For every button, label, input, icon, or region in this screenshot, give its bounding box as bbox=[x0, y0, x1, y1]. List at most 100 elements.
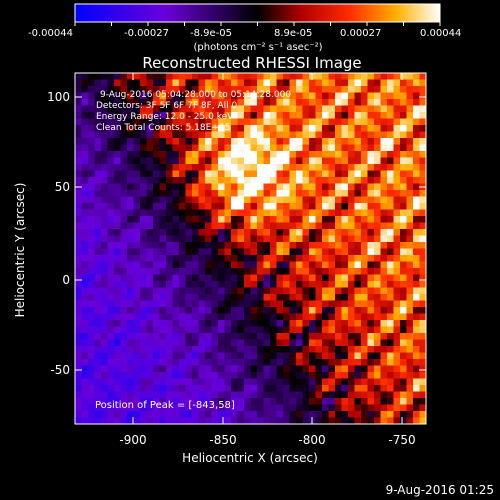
image-pixel bbox=[302, 391, 310, 399]
image-pixel bbox=[374, 248, 381, 256]
image-pixel bbox=[322, 131, 329, 139]
image-pixel bbox=[270, 164, 277, 171]
image-pixel bbox=[127, 378, 134, 386]
image-pixel bbox=[374, 333, 381, 340]
image-pixel bbox=[231, 307, 238, 314]
image-pixel bbox=[374, 255, 381, 262]
image-pixel bbox=[393, 281, 401, 288]
image-pixel bbox=[393, 300, 401, 308]
image-pixel bbox=[224, 151, 232, 158]
image-pixel bbox=[296, 294, 303, 301]
image-pixel bbox=[192, 404, 199, 412]
image-pixel bbox=[322, 287, 329, 295]
image-pixel bbox=[302, 313, 310, 321]
image-pixel bbox=[367, 333, 375, 340]
image-pixel bbox=[270, 333, 277, 340]
image-pixel bbox=[419, 300, 427, 308]
image-pixel bbox=[315, 203, 323, 210]
image-pixel bbox=[179, 131, 186, 139]
image-pixel bbox=[393, 274, 401, 282]
image-pixel bbox=[335, 222, 342, 230]
image-pixel bbox=[94, 138, 102, 145]
image-pixel bbox=[400, 125, 407, 132]
image-pixel bbox=[107, 118, 115, 126]
image-pixel bbox=[283, 404, 290, 412]
image-pixel bbox=[341, 294, 349, 301]
image-pixel bbox=[205, 196, 212, 204]
image-pixel bbox=[205, 385, 212, 392]
image-pixel bbox=[270, 287, 277, 295]
image-pixel bbox=[114, 307, 121, 314]
image-pixel bbox=[224, 326, 232, 334]
image-pixel bbox=[283, 359, 290, 366]
image-pixel bbox=[81, 248, 89, 256]
image-pixel bbox=[172, 352, 180, 360]
image-pixel bbox=[315, 372, 323, 379]
image-pixel bbox=[88, 216, 95, 223]
image-pixel bbox=[250, 359, 258, 366]
image-pixel bbox=[289, 287, 297, 295]
image-pixel bbox=[348, 92, 355, 100]
image-pixel bbox=[270, 183, 277, 191]
image-pixel bbox=[296, 320, 303, 327]
image-pixel bbox=[374, 417, 381, 425]
image-pixel bbox=[393, 222, 401, 230]
image-pixel bbox=[88, 346, 95, 353]
image-pixel bbox=[146, 242, 154, 249]
image-pixel bbox=[75, 242, 82, 249]
image-pixel bbox=[367, 268, 375, 275]
image-pixel bbox=[276, 411, 284, 418]
image-pixel bbox=[218, 378, 225, 386]
image-pixel bbox=[283, 105, 290, 113]
image-pixel bbox=[328, 255, 336, 262]
image-pixel bbox=[94, 307, 102, 314]
image-pixel bbox=[387, 261, 394, 269]
image-pixel bbox=[81, 170, 89, 178]
image-pixel bbox=[172, 229, 180, 236]
image-pixel bbox=[114, 125, 121, 132]
image-pixel bbox=[127, 372, 134, 379]
image-pixel bbox=[335, 92, 342, 100]
image-pixel bbox=[341, 411, 349, 418]
image-pixel bbox=[387, 242, 394, 249]
image-pixel bbox=[153, 333, 160, 340]
image-pixel bbox=[179, 391, 186, 399]
image-pixel bbox=[211, 391, 219, 399]
image-pixel bbox=[75, 385, 82, 392]
image-pixel bbox=[413, 86, 420, 93]
image-pixel bbox=[81, 346, 89, 353]
image-pixel bbox=[400, 352, 407, 360]
image-pixel bbox=[140, 326, 147, 334]
plot-frame bbox=[74, 72, 427, 425]
image-pixel bbox=[159, 157, 167, 165]
image-pixel bbox=[120, 339, 128, 347]
image-pixel bbox=[192, 73, 199, 80]
image-pixel bbox=[81, 372, 89, 379]
image-pixel bbox=[367, 222, 375, 230]
image-pixel bbox=[335, 196, 342, 204]
image-pixel bbox=[127, 398, 134, 405]
image-pixel bbox=[276, 190, 284, 197]
image-pixel bbox=[289, 177, 297, 184]
image-pixel bbox=[218, 411, 225, 418]
image-pixel bbox=[237, 352, 245, 360]
image-pixel bbox=[283, 118, 290, 126]
image-pixel bbox=[250, 105, 258, 113]
image-pixel bbox=[341, 346, 349, 353]
image-pixel bbox=[205, 164, 212, 171]
image-pixel bbox=[88, 183, 95, 191]
image-pixel bbox=[250, 235, 258, 243]
image-pixel bbox=[192, 339, 199, 347]
image-pixel bbox=[94, 255, 102, 262]
image-pixel bbox=[244, 229, 251, 236]
image-pixel bbox=[276, 378, 284, 386]
image-pixel bbox=[309, 125, 316, 132]
image-pixel bbox=[400, 326, 407, 334]
image-pixel bbox=[328, 144, 336, 152]
image-pixel bbox=[179, 333, 186, 340]
image-pixel bbox=[257, 385, 264, 392]
image-pixel bbox=[374, 157, 381, 165]
image-pixel bbox=[146, 112, 154, 119]
image-pixel bbox=[302, 255, 310, 262]
image-pixel bbox=[107, 333, 115, 340]
